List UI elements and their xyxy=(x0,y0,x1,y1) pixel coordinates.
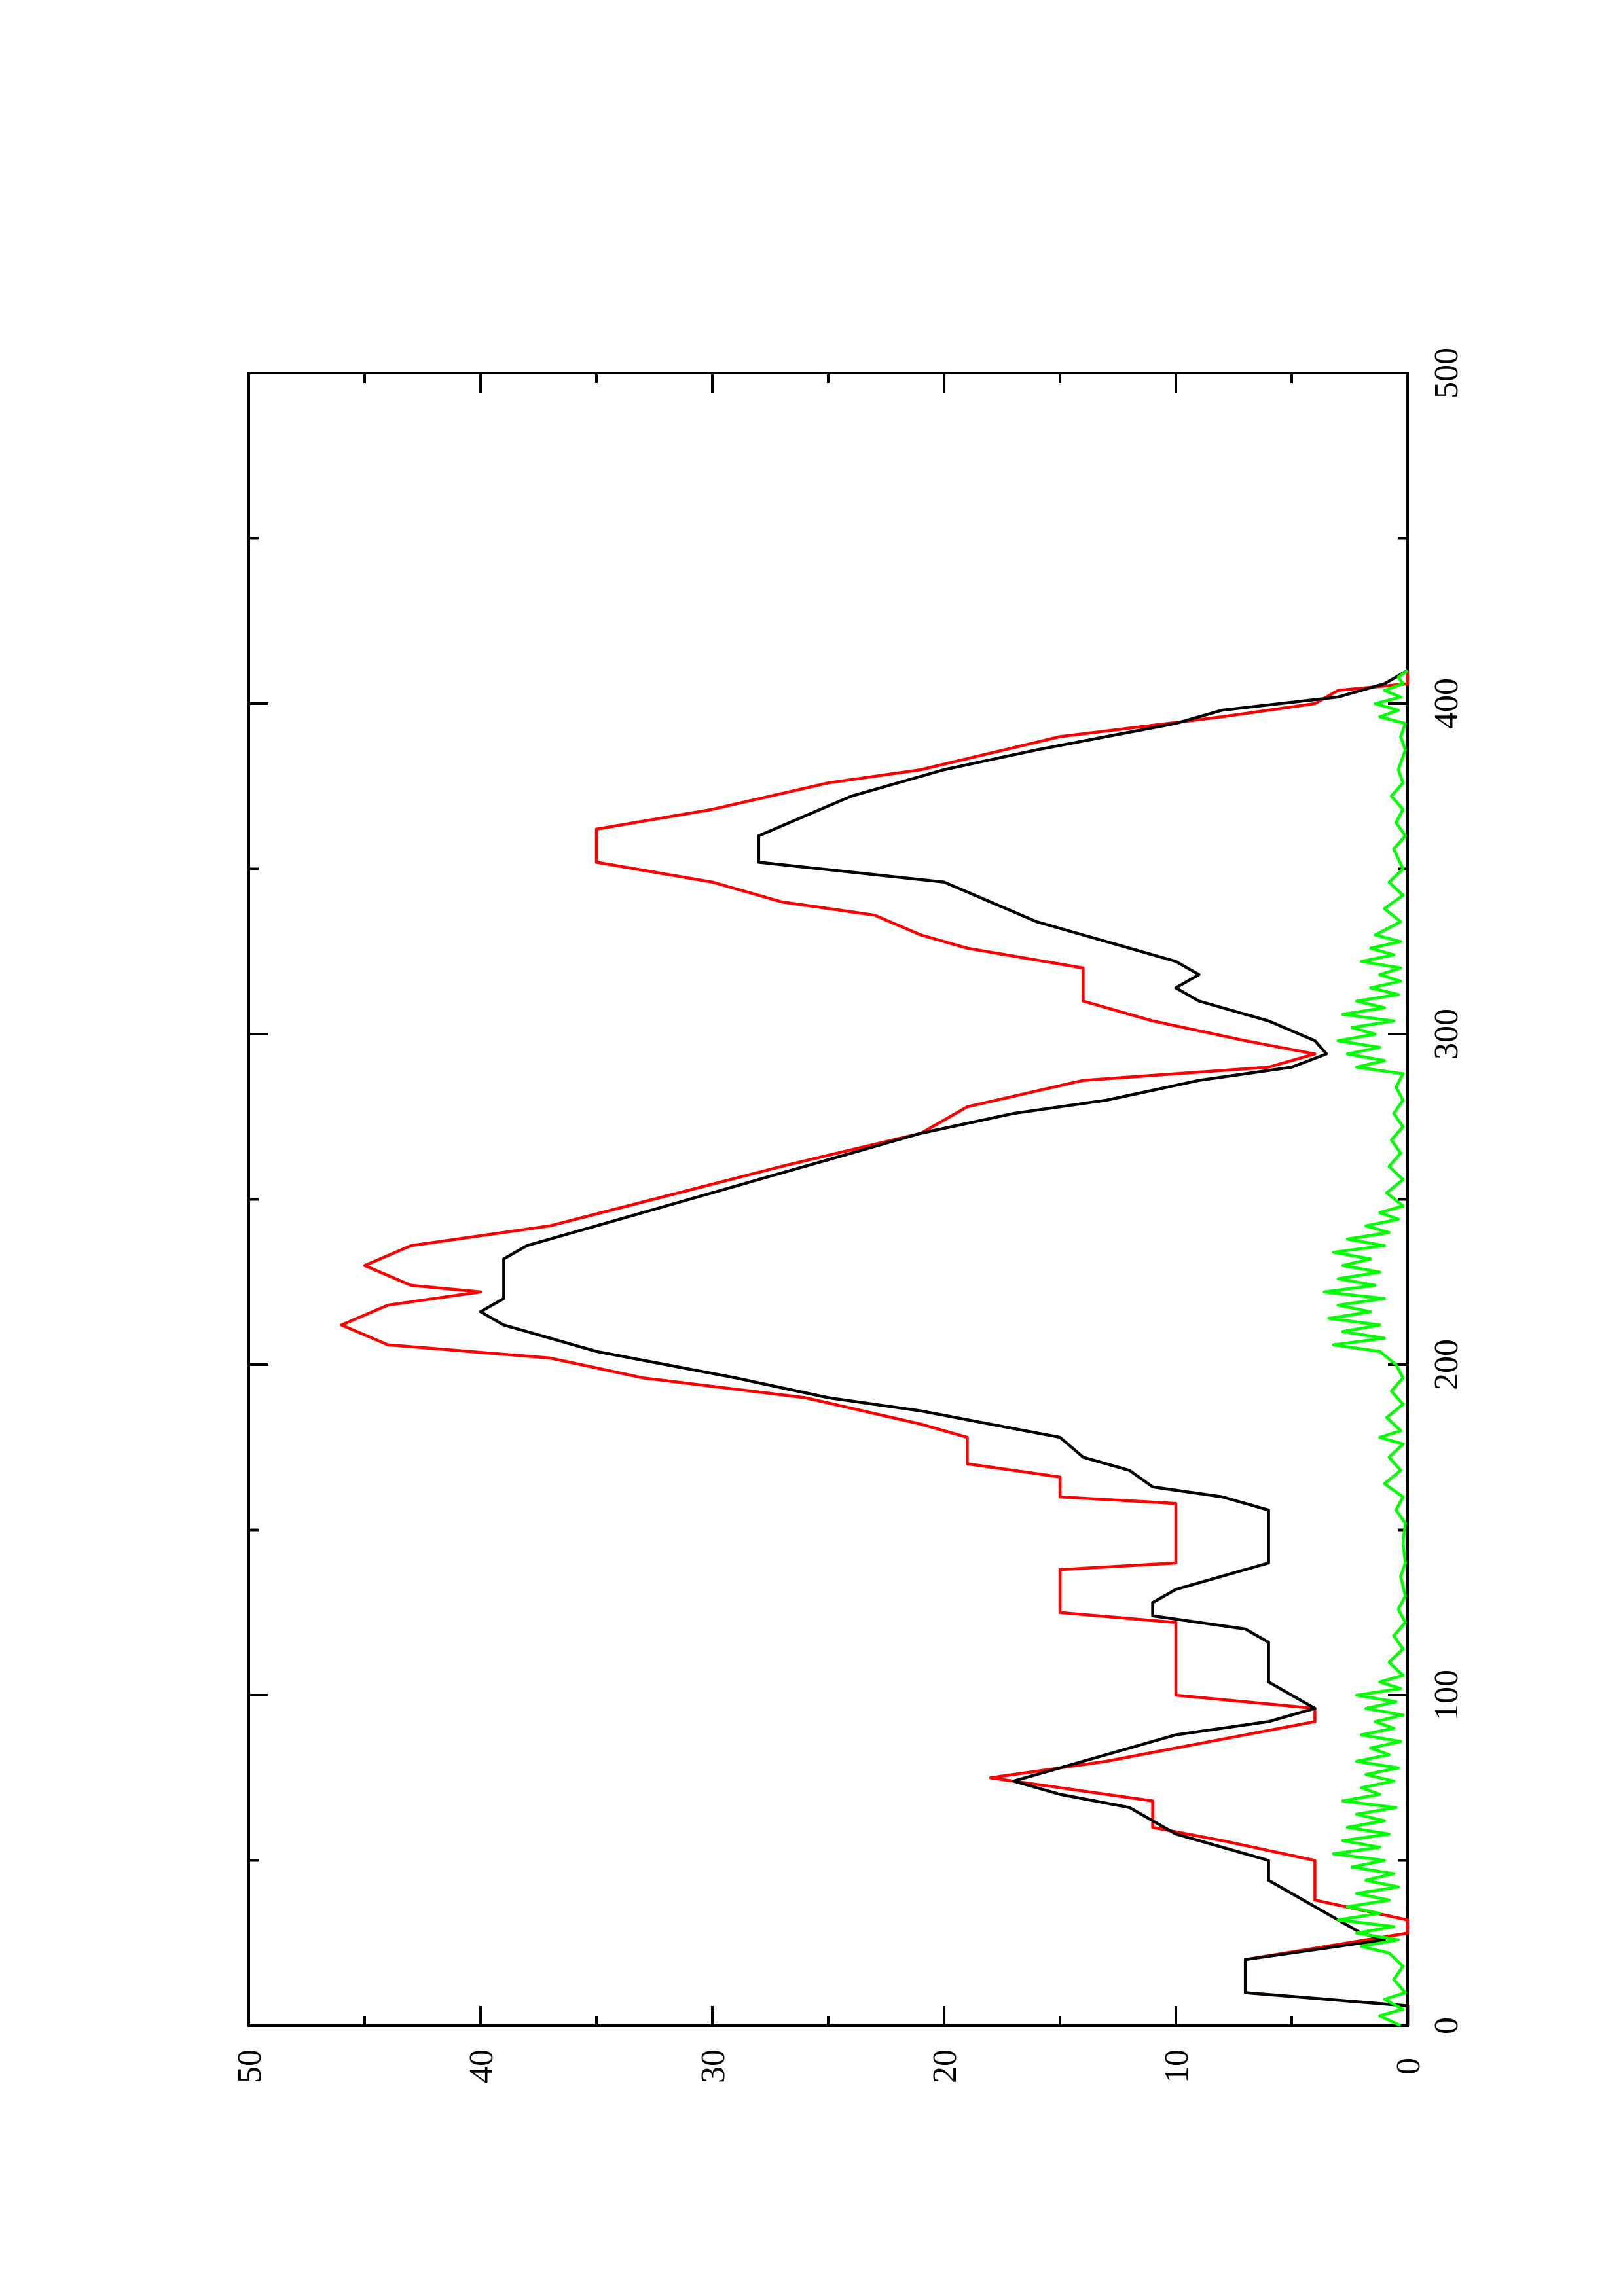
series-line-3 xyxy=(1322,669,1409,2028)
x-tick-label: 0 xyxy=(1428,2017,1465,2034)
series-line-2 xyxy=(479,669,1410,2026)
x-tick-label: 200 xyxy=(1428,1339,1465,1390)
axis-ticks xyxy=(247,372,1409,2027)
y-tick-label: 40 xyxy=(463,2049,500,2083)
y-tick-label: 0 xyxy=(1390,2058,1427,2075)
x-tick-label: 400 xyxy=(1428,678,1465,729)
y-tick-label: 20 xyxy=(926,2049,964,2083)
series-layer xyxy=(340,669,1410,2028)
axis-tick-labels: 0 100 200 300 400 500 0 10 20 30 40 50 xyxy=(231,348,1465,2083)
y-tick-label: 10 xyxy=(1158,2049,1195,2083)
y-tick-label: 30 xyxy=(695,2049,732,2083)
plot-frame xyxy=(247,372,1409,2027)
series-line-1 xyxy=(340,670,1410,2026)
y-tick-label: 50 xyxy=(231,2049,268,2083)
x-tick-label: 500 xyxy=(1428,348,1465,399)
x-tick-label: 100 xyxy=(1428,1670,1465,1721)
x-tick-label: 300 xyxy=(1428,1009,1465,1060)
